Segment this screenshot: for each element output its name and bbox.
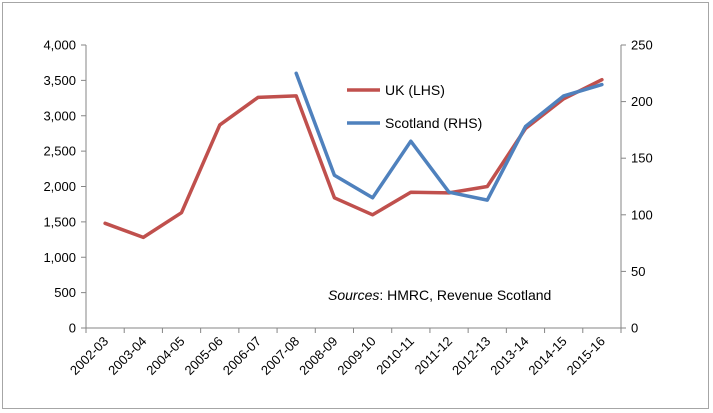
x-tick-label: 2007-08 <box>258 334 302 378</box>
y-left-tick-label: 0 <box>69 321 76 336</box>
y-right-tick-label: 250 <box>631 38 653 53</box>
line-chart: 0 500 1,000 1,500 2,000 2,500 3,000 3,500 4,000 0… <box>43 38 653 378</box>
y-left-tick-label: 1,000 <box>43 250 76 265</box>
y-right-tick-label: 0 <box>631 321 638 336</box>
x-tick-label: 2004-05 <box>143 334 187 378</box>
x-tick-label: 2003-04 <box>105 334 149 378</box>
y-left-tick-label: 1,500 <box>43 214 76 229</box>
y-right-tick-label: 100 <box>631 207 653 222</box>
x-tick-label: 2008-09 <box>296 334 340 378</box>
y-left-tick-label: 4,000 <box>43 38 76 53</box>
source-annotation-italic: Sources <box>328 287 379 303</box>
legend-label-1: UK (LHS) <box>385 82 445 98</box>
chart-frame: 0 500 1,000 1,500 2,000 2,500 3,000 3,500 4,000 0… <box>2 2 709 409</box>
series-line-2 <box>294 71 604 202</box>
y-left-tick-label: 3,000 <box>43 108 76 123</box>
x-tick-label: 2005-06 <box>182 334 226 378</box>
x-tick-label: 2013-14 <box>487 334 531 378</box>
series-line-1 <box>103 77 604 240</box>
x-tick-label: 2010-11 <box>373 334 417 378</box>
y-right-tick-label: 50 <box>631 264 645 279</box>
x-tick-label: 2002-03 <box>67 334 111 378</box>
y-right-tick-label: 150 <box>631 151 653 166</box>
y-right-tick-label: 200 <box>631 94 653 109</box>
y-left-tick-label: 2,000 <box>43 179 76 194</box>
source-annotation-text: : HMRC, Revenue Scotland <box>379 287 551 303</box>
x-tick-label: 2015-16 <box>564 334 608 378</box>
x-tick-label: 2006-07 <box>220 334 264 378</box>
x-tick-label: 2012-13 <box>449 334 493 378</box>
y-left-tick-label: 500 <box>54 285 76 300</box>
y-left-tick-label: 2,500 <box>43 144 76 159</box>
x-tick-label: 2014-15 <box>525 334 569 378</box>
legend-label-2: Scotland (RHS) <box>385 115 482 131</box>
x-tick-label: 2009-10 <box>334 334 378 378</box>
y-left-tick-label: 3,500 <box>43 73 76 88</box>
source-annotation: Sources: HMRC, Revenue Scotland <box>328 287 551 303</box>
x-tick-label: 2011-12 <box>411 334 455 378</box>
